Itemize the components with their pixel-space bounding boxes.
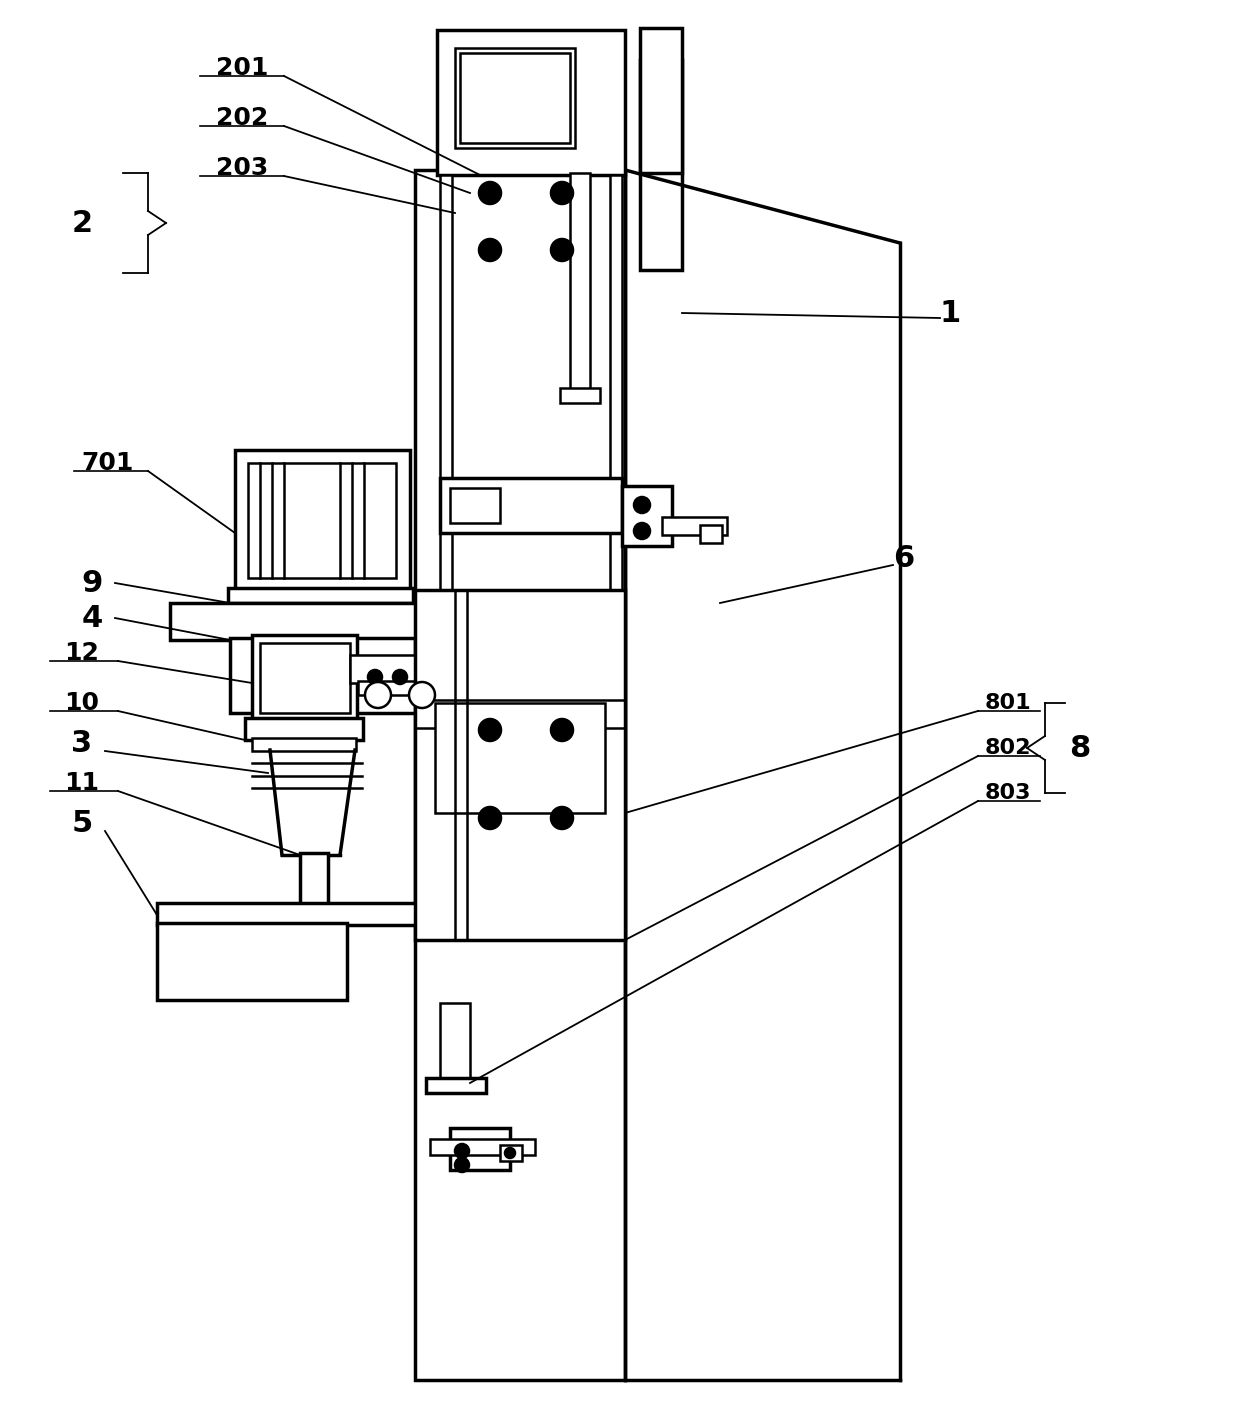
Text: 801: 801 (985, 692, 1032, 714)
Text: 4: 4 (82, 603, 103, 633)
Bar (450, 1128, 510, 1170)
Bar (350, 656, 440, 682)
Bar (500, 1145, 522, 1161)
Circle shape (551, 719, 573, 740)
Text: 9: 9 (82, 568, 103, 598)
Text: 203: 203 (216, 155, 268, 179)
Bar (248, 463, 396, 578)
Circle shape (551, 239, 573, 261)
Polygon shape (270, 750, 355, 855)
Circle shape (409, 682, 435, 708)
Bar (170, 603, 441, 640)
Bar (252, 738, 356, 750)
Bar (622, 486, 672, 545)
Circle shape (479, 807, 501, 829)
Bar (640, 59, 682, 270)
Text: 202: 202 (216, 106, 268, 130)
Bar (440, 175, 453, 591)
Bar (427, 1078, 486, 1094)
Circle shape (551, 807, 573, 829)
Bar (415, 591, 625, 940)
Circle shape (479, 182, 501, 203)
Bar (435, 704, 605, 812)
Circle shape (505, 1147, 515, 1159)
Bar (228, 588, 413, 603)
Circle shape (365, 682, 391, 708)
Bar (440, 1003, 470, 1082)
Text: 1: 1 (940, 298, 961, 328)
Text: 12: 12 (64, 642, 99, 666)
Text: 10: 10 (64, 691, 99, 715)
Circle shape (455, 1145, 469, 1159)
Bar (560, 389, 600, 403)
Bar (440, 478, 622, 533)
Bar (610, 175, 622, 591)
Text: 6: 6 (893, 544, 914, 572)
Polygon shape (625, 170, 900, 1381)
Bar (450, 487, 500, 523)
Bar (701, 526, 722, 543)
Bar (236, 449, 410, 591)
Circle shape (393, 670, 407, 684)
Text: 11: 11 (64, 771, 99, 796)
Bar (455, 48, 575, 148)
Text: 201: 201 (216, 57, 268, 81)
Bar (436, 30, 625, 175)
Text: 803: 803 (985, 783, 1032, 803)
Text: 3: 3 (72, 729, 93, 757)
Circle shape (551, 182, 573, 203)
Text: 8: 8 (1069, 733, 1091, 763)
Bar (358, 681, 438, 695)
Circle shape (455, 1159, 469, 1171)
Circle shape (479, 719, 501, 740)
Bar (460, 54, 570, 143)
Text: 701: 701 (82, 451, 134, 475)
Bar (430, 1139, 534, 1154)
Circle shape (479, 239, 501, 261)
Bar (260, 643, 350, 714)
Bar (157, 903, 441, 926)
Circle shape (634, 523, 650, 538)
Bar (570, 172, 590, 393)
Bar (300, 853, 329, 904)
Bar (640, 28, 682, 172)
Bar (415, 170, 625, 1381)
Circle shape (368, 670, 382, 684)
Text: 802: 802 (985, 738, 1032, 757)
Bar (246, 718, 363, 740)
Bar (252, 634, 357, 721)
Text: 5: 5 (72, 808, 93, 838)
Bar (157, 923, 347, 1000)
Text: 2: 2 (72, 209, 93, 237)
Bar (229, 639, 415, 714)
Circle shape (634, 497, 650, 513)
Bar (662, 517, 727, 536)
